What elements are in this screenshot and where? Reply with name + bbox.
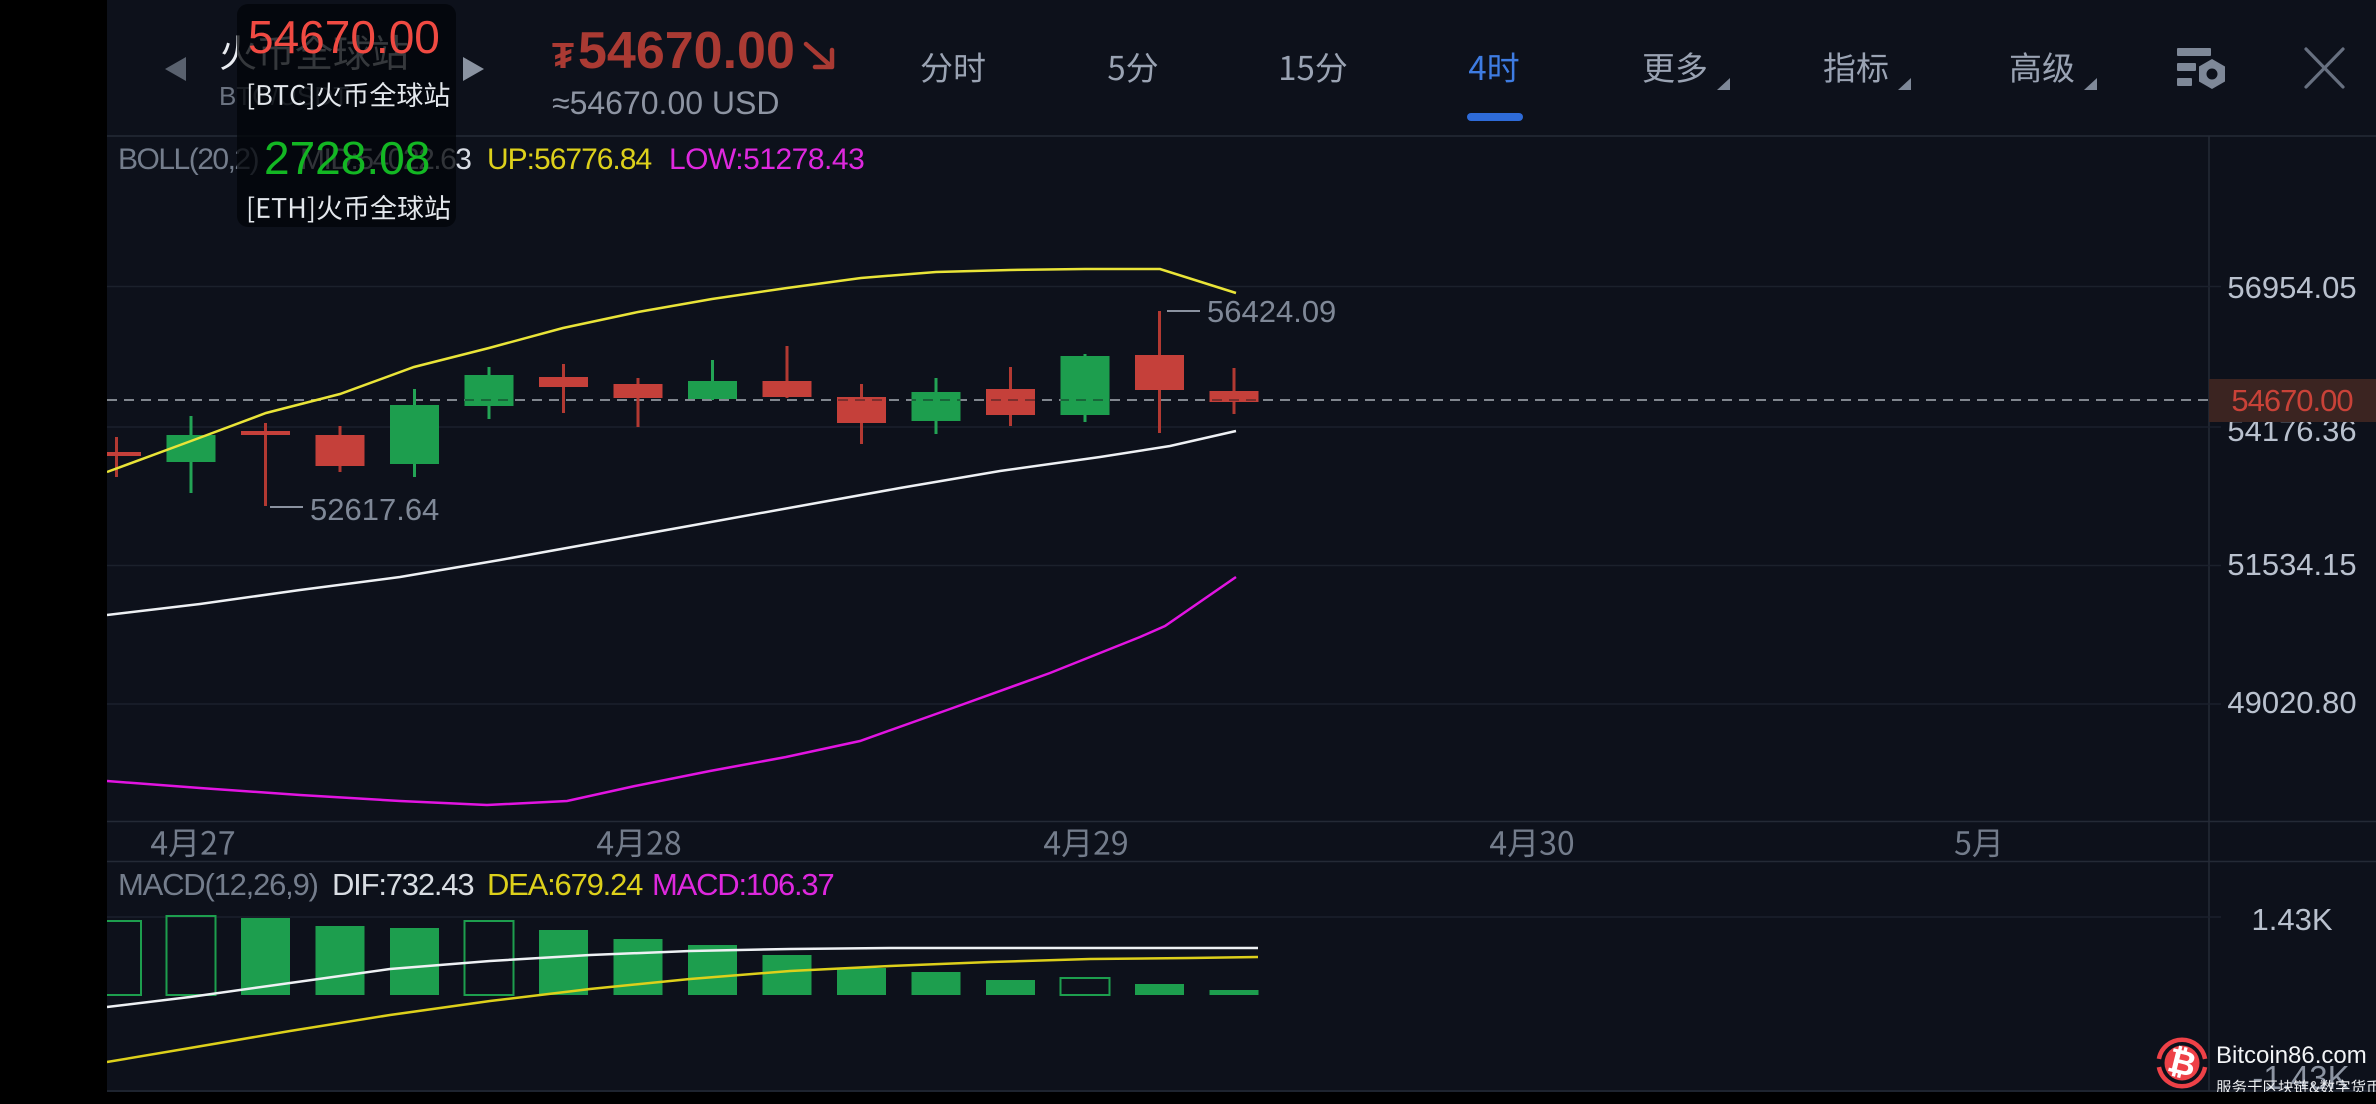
svg-text:BOLL(20,2): BOLL(20,2) [118, 143, 259, 176]
svg-text:₮: ₮ [552, 35, 574, 76]
svg-text:MACD(12,26,9): MACD(12,26,9) [118, 867, 318, 902]
svg-text:56954.05: 56954.05 [2227, 270, 2356, 305]
svg-text:56424.09: 56424.09 [1207, 294, 1336, 329]
svg-text:LOW:51278.43: LOW:51278.43 [669, 143, 864, 176]
svg-text:54670.00: 54670.00 [248, 11, 440, 63]
svg-text:≈54670.00 USD: ≈54670.00 USD [552, 85, 779, 121]
svg-text:UP:56776.84: UP:56776.84 [487, 143, 651, 176]
svg-text:DIF:732.43: DIF:732.43 [332, 867, 473, 902]
svg-text:49020.80: 49020.80 [2227, 685, 2356, 720]
svg-text:54670.00: 54670.00 [2231, 383, 2353, 418]
svg-text:1.43K: 1.43K [2251, 902, 2332, 937]
svg-text:54670.00: 54670.00 [578, 22, 795, 80]
svg-text:52617.64: 52617.64 [310, 492, 439, 527]
svg-text:Bitcoin86.com: Bitcoin86.com [2216, 1042, 2367, 1069]
svg-text:MACD:106.37: MACD:106.37 [652, 867, 834, 902]
svg-text:DEA:679.24: DEA:679.24 [487, 867, 643, 902]
svg-text:51534.15: 51534.15 [2227, 547, 2356, 582]
svg-text:2728.08: 2728.08 [264, 132, 430, 184]
